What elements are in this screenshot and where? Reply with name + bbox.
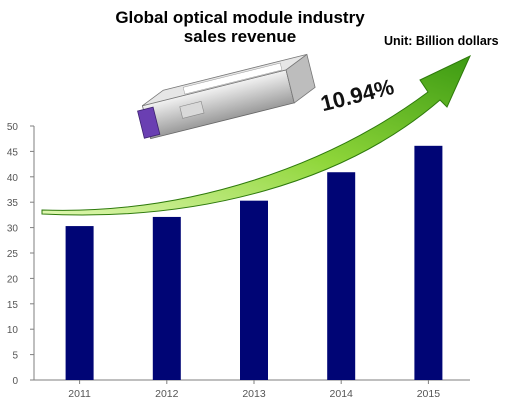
y-tick-label: 10: [7, 325, 19, 336]
y-tick-label: 20: [7, 274, 19, 285]
bar-2014: [327, 172, 356, 380]
y-tick-label: 15: [7, 300, 19, 311]
x-tick-label: 2013: [242, 388, 266, 400]
y-tick-label: 45: [7, 147, 19, 158]
x-tick-label: 2014: [330, 388, 354, 400]
y-tick-label: 30: [7, 224, 19, 235]
y-tick-label: 5: [12, 351, 18, 362]
x-tick-label: 2011: [68, 388, 91, 400]
optical-module-picture: [137, 53, 316, 140]
chart-title-line-2: sales revenue: [183, 27, 297, 46]
growth-arrow: [41, 54, 472, 216]
y-tick-label: 0: [12, 376, 18, 387]
bar-2013: [240, 200, 268, 380]
bar-2012: [152, 216, 181, 380]
bar-2011: [65, 226, 94, 380]
y-tick-label: 40: [7, 173, 19, 184]
x-tick-label: 2015: [417, 388, 441, 400]
y-tick-label: 25: [7, 249, 19, 260]
x-tick-label: 2012: [155, 388, 179, 400]
bar-2015: [414, 145, 443, 380]
chart-title-line-1: Global optical module industry: [115, 8, 365, 27]
y-tick-label: 50: [7, 122, 19, 133]
unit-label: Unit: Billion dollars: [384, 34, 499, 48]
y-tick-label: 35: [7, 198, 19, 209]
